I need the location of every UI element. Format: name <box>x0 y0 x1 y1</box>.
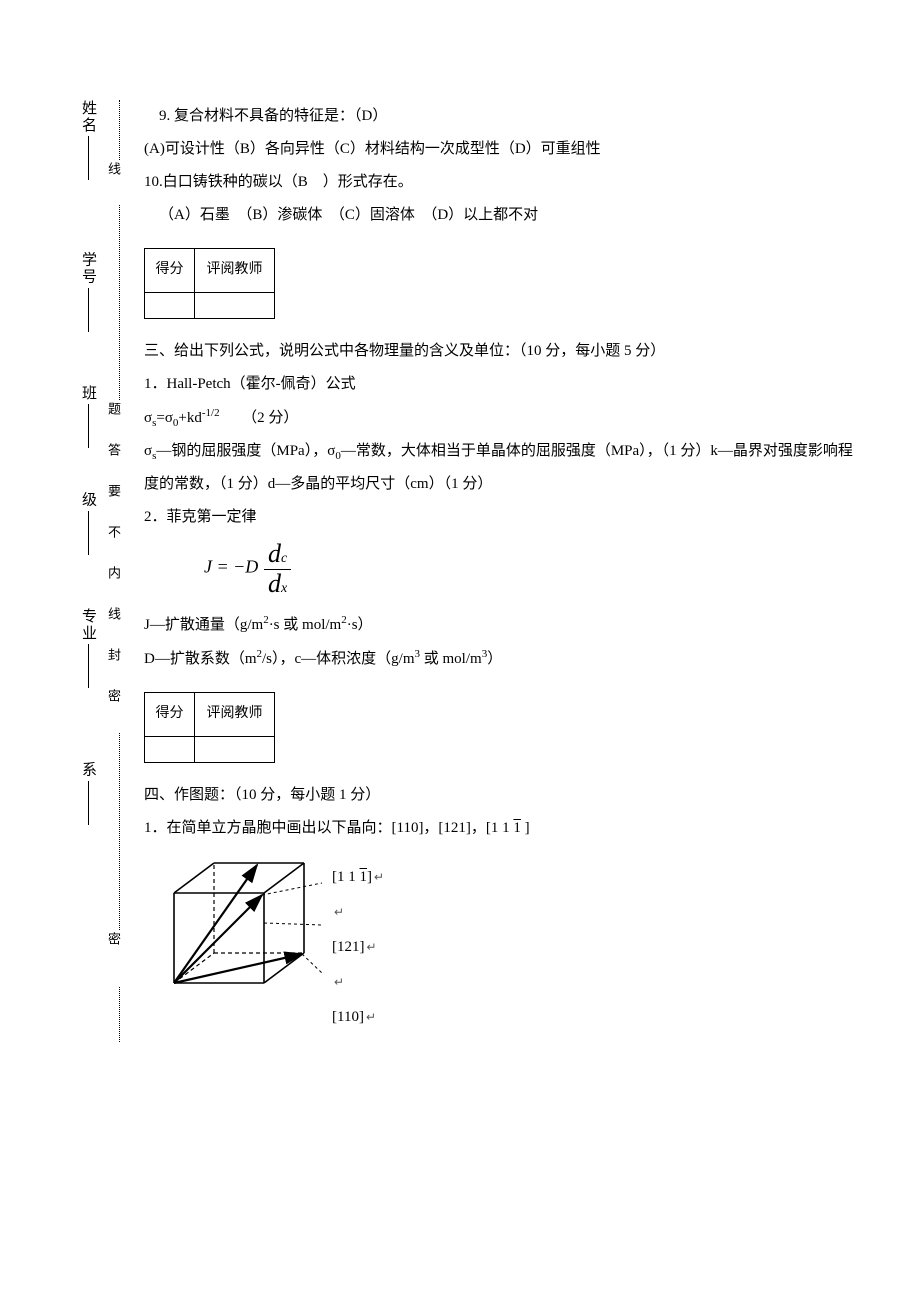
sec3-q1-explain: σs—钢的屈服强度（MPa），σ0—常数，大体相当于单晶体的屈服强度（MPa），… <box>144 435 860 501</box>
sec3-q1-title: 1．Hall-Petch（霍尔-佩奇）公式 <box>144 368 860 401</box>
score-table-1: 得分 评阅教师 <box>144 248 275 319</box>
score2-cell-1 <box>145 737 195 763</box>
q10-options: （A）石墨 （B）渗碳体 （C）固溶体 （D）以上都不对 <box>144 199 860 232</box>
q9-options: (A)可设计性（B）各向异性（C）材料结构一次成型性（D）可重组性 <box>144 133 860 166</box>
section3-head: 三、给出下列公式，说明公式中各物理量的含义及单位：（10 分，每小题 5 分） <box>144 335 860 368</box>
q10-stem: 10.白口铸铁种的碳以（B ）形式存在。 <box>144 166 860 199</box>
seal-text-mid: 题答要不内线封密 <box>98 400 127 732</box>
score2-h2: 评阅教师 <box>195 693 275 737</box>
label-return-2: ↵ <box>332 972 384 993</box>
field-studentno: 学号 <box>80 252 96 286</box>
sec3-q2-title: 2．菲克第一定律 <box>144 501 860 534</box>
sec3-q2-formula: J = −D dc dx <box>144 540 860 598</box>
seal-text-lower: 密 <box>98 930 127 987</box>
label-11bar1: [1 1 1]↵ <box>332 867 384 888</box>
score-table-2: 得分 评阅教师 <box>144 692 275 763</box>
q9-stem: 9. 复合材料不具备的特征是：（D） <box>144 100 860 133</box>
score-cell-2 <box>195 292 275 318</box>
field-dept: 系 <box>80 762 96 779</box>
binding-column: 姓名 学号 班 级 专业 系 线 题答要不内线封密 密 <box>60 100 120 1042</box>
label-return-1: ↵ <box>332 902 384 923</box>
score2-h1: 得分 <box>145 693 195 737</box>
diagram-labels: [1 1 1]↵ ↵ [121]↵ ↵ [110]↵ <box>332 853 384 1042</box>
cube-diagram-row: [1 1 1]↵ ↵ [121]↵ ↵ [110]↵ <box>144 853 860 1042</box>
score2-cell-2 <box>195 737 275 763</box>
content-area: 9. 复合材料不具备的特征是：（D） (A)可设计性（B）各向异性（C）材料结构… <box>120 100 860 1042</box>
field-name: 姓名 <box>80 100 96 134</box>
seal-text-upper: 线 <box>98 160 127 205</box>
section4-head: 四、作图题：（10 分，每小题 1 分） <box>144 779 860 812</box>
field-major: 专业 <box>80 608 96 642</box>
score-cell-1 <box>145 292 195 318</box>
sec4-q1: 1．在简单立方晶胞中画出以下晶向：[110]，[121]，[1 1 1 ] <box>144 812 860 845</box>
sec3-q2-line2: D—扩散系数（m2/s），c—体积浓度（g/m3 或 mol/m3） <box>144 642 860 676</box>
cube-diagram <box>144 853 324 1013</box>
field-class: 班 <box>80 385 96 402</box>
score-h2: 评阅教师 <box>195 249 275 293</box>
sec3-q2-line1: J—扩散通量（g/m2·s 或 mol/m2·s） <box>144 608 860 642</box>
label-121: [121]↵ <box>332 937 384 958</box>
score-h1: 得分 <box>145 249 195 293</box>
sec3-q1-formula: σs=σ0+kd-1/2 （2 分） <box>144 401 860 435</box>
label-110: [110]↵ <box>332 1007 384 1028</box>
field-grade: 级 <box>80 492 96 509</box>
page: 姓名 学号 班 级 专业 系 线 题答要不内线封密 密 9. 复合材料不具备的特… <box>0 0 920 1102</box>
